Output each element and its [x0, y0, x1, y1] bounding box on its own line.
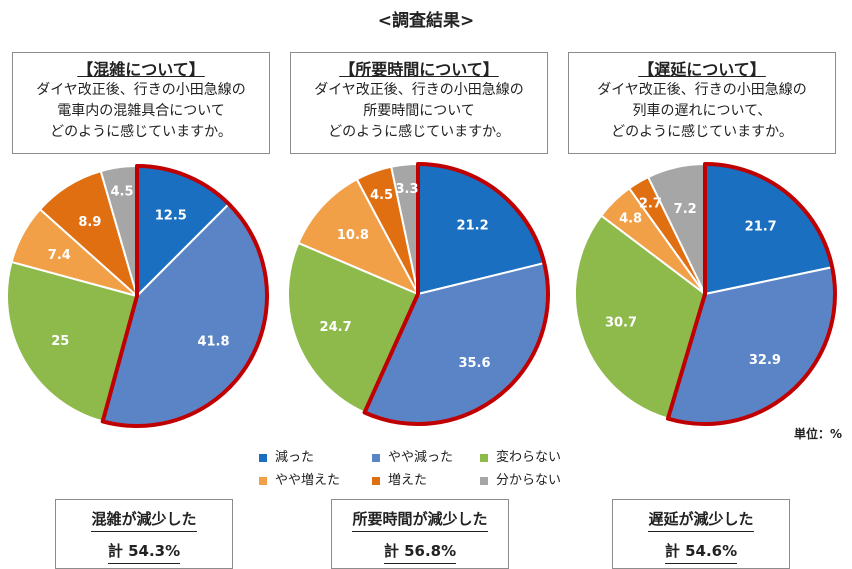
data-label: 12.5 — [155, 208, 187, 223]
result-value: 計 56.8% — [383, 540, 457, 564]
data-label: 24.7 — [320, 320, 352, 335]
legend-swatch — [372, 453, 380, 462]
legend-item: 減った — [259, 446, 314, 465]
data-label: 21.7 — [745, 219, 777, 234]
question-box-delay: 【遅延について】 ダイヤ改正後、行きの小田急線の 列車の遅れについて、 どのよう… — [568, 52, 836, 154]
data-label: 30.7 — [605, 316, 637, 331]
question-line: ダイヤ改正後、行きの小田急線の — [36, 82, 246, 98]
result-value: 計 54.3% — [107, 540, 181, 564]
legend-item: 分からない — [480, 469, 561, 488]
question-line: どのように感じていますか。 — [50, 124, 232, 140]
pie-slice — [574, 214, 707, 420]
result-label: 混雑が減少した — [91, 508, 197, 532]
legend-item: やや増えた — [259, 469, 340, 488]
data-label: 4.5 — [370, 188, 393, 203]
question-line: 所要時間について — [363, 103, 475, 119]
question-line: 列車の遅れについて、 — [632, 103, 772, 119]
legend-item: 変わらない — [480, 446, 561, 465]
question-heading: 【混雑について】 — [77, 60, 205, 79]
result-label: 遅延が減少した — [648, 508, 754, 532]
legend-item: やや減った — [372, 446, 453, 465]
legend-label: やや減った — [388, 450, 454, 465]
question-line: どのように感じていますか。 — [611, 124, 793, 140]
data-label: 7.2 — [674, 202, 697, 217]
data-label: 35.6 — [458, 356, 490, 371]
legend-swatch — [259, 476, 267, 485]
legend-swatch — [480, 476, 488, 485]
data-label: 4.5 — [110, 185, 133, 200]
data-label: 2.7 — [639, 196, 662, 211]
pie-slice — [6, 260, 139, 423]
legend-label: 増えた — [388, 473, 428, 488]
pie-slice — [287, 241, 420, 414]
legend-swatch — [259, 453, 267, 462]
question-line: ダイヤ改正後、行きの小田急線の — [597, 82, 807, 98]
legend-swatch — [480, 453, 488, 462]
highlight-outline — [665, 162, 837, 426]
data-label: 25 — [51, 334, 69, 349]
unit-label: 単位：% — [793, 427, 842, 441]
data-label: 32.9 — [749, 353, 781, 368]
question-box-travel-time: 【所要時間について】 ダイヤ改正後、行きの小田急線の 所要時間について どのよう… — [290, 52, 548, 154]
legend-item: 増えた — [372, 469, 427, 488]
legend-label: 減った — [275, 450, 315, 465]
result-label: 所要時間が減少した — [352, 508, 488, 532]
data-label: 8.9 — [78, 215, 101, 230]
legend-swatch — [372, 476, 380, 485]
data-label: 4.8 — [619, 212, 642, 227]
result-box-delay: 遅延が減少した 計 54.6% — [612, 499, 790, 569]
question-heading: 【遅延について】 — [638, 60, 766, 79]
highlight-outline — [362, 162, 550, 426]
question-line: 電車内の混雑具合について — [57, 103, 225, 119]
result-box-congestion: 混雑が減少した 計 54.3% — [55, 499, 233, 569]
legend-label: 分からない — [496, 473, 562, 488]
result-value: 計 54.6% — [664, 540, 738, 564]
data-label: 41.8 — [197, 334, 229, 349]
result-box-travel-time: 所要時間が減少した 計 56.8% — [331, 499, 509, 569]
data-label: 3.3 — [395, 182, 418, 197]
data-label: 10.8 — [337, 228, 369, 243]
page-title: <調査結果> — [377, 11, 475, 31]
question-box-congestion: 【混雑について】 ダイヤ改正後、行きの小田急線の 電車内の混雑具合について どの… — [12, 52, 270, 154]
legend-label: やや増えた — [275, 473, 341, 488]
highlight-outline — [100, 164, 269, 428]
data-label: 21.2 — [457, 219, 489, 234]
legend-label: 変わらない — [496, 450, 562, 465]
question-heading: 【所要時間について】 — [339, 60, 499, 79]
pie-slice — [297, 177, 421, 297]
question-line: どのように感じていますか。 — [328, 124, 510, 140]
data-label: 7.4 — [48, 248, 71, 263]
question-line: ダイヤ改正後、行きの小田急線の — [314, 82, 524, 98]
